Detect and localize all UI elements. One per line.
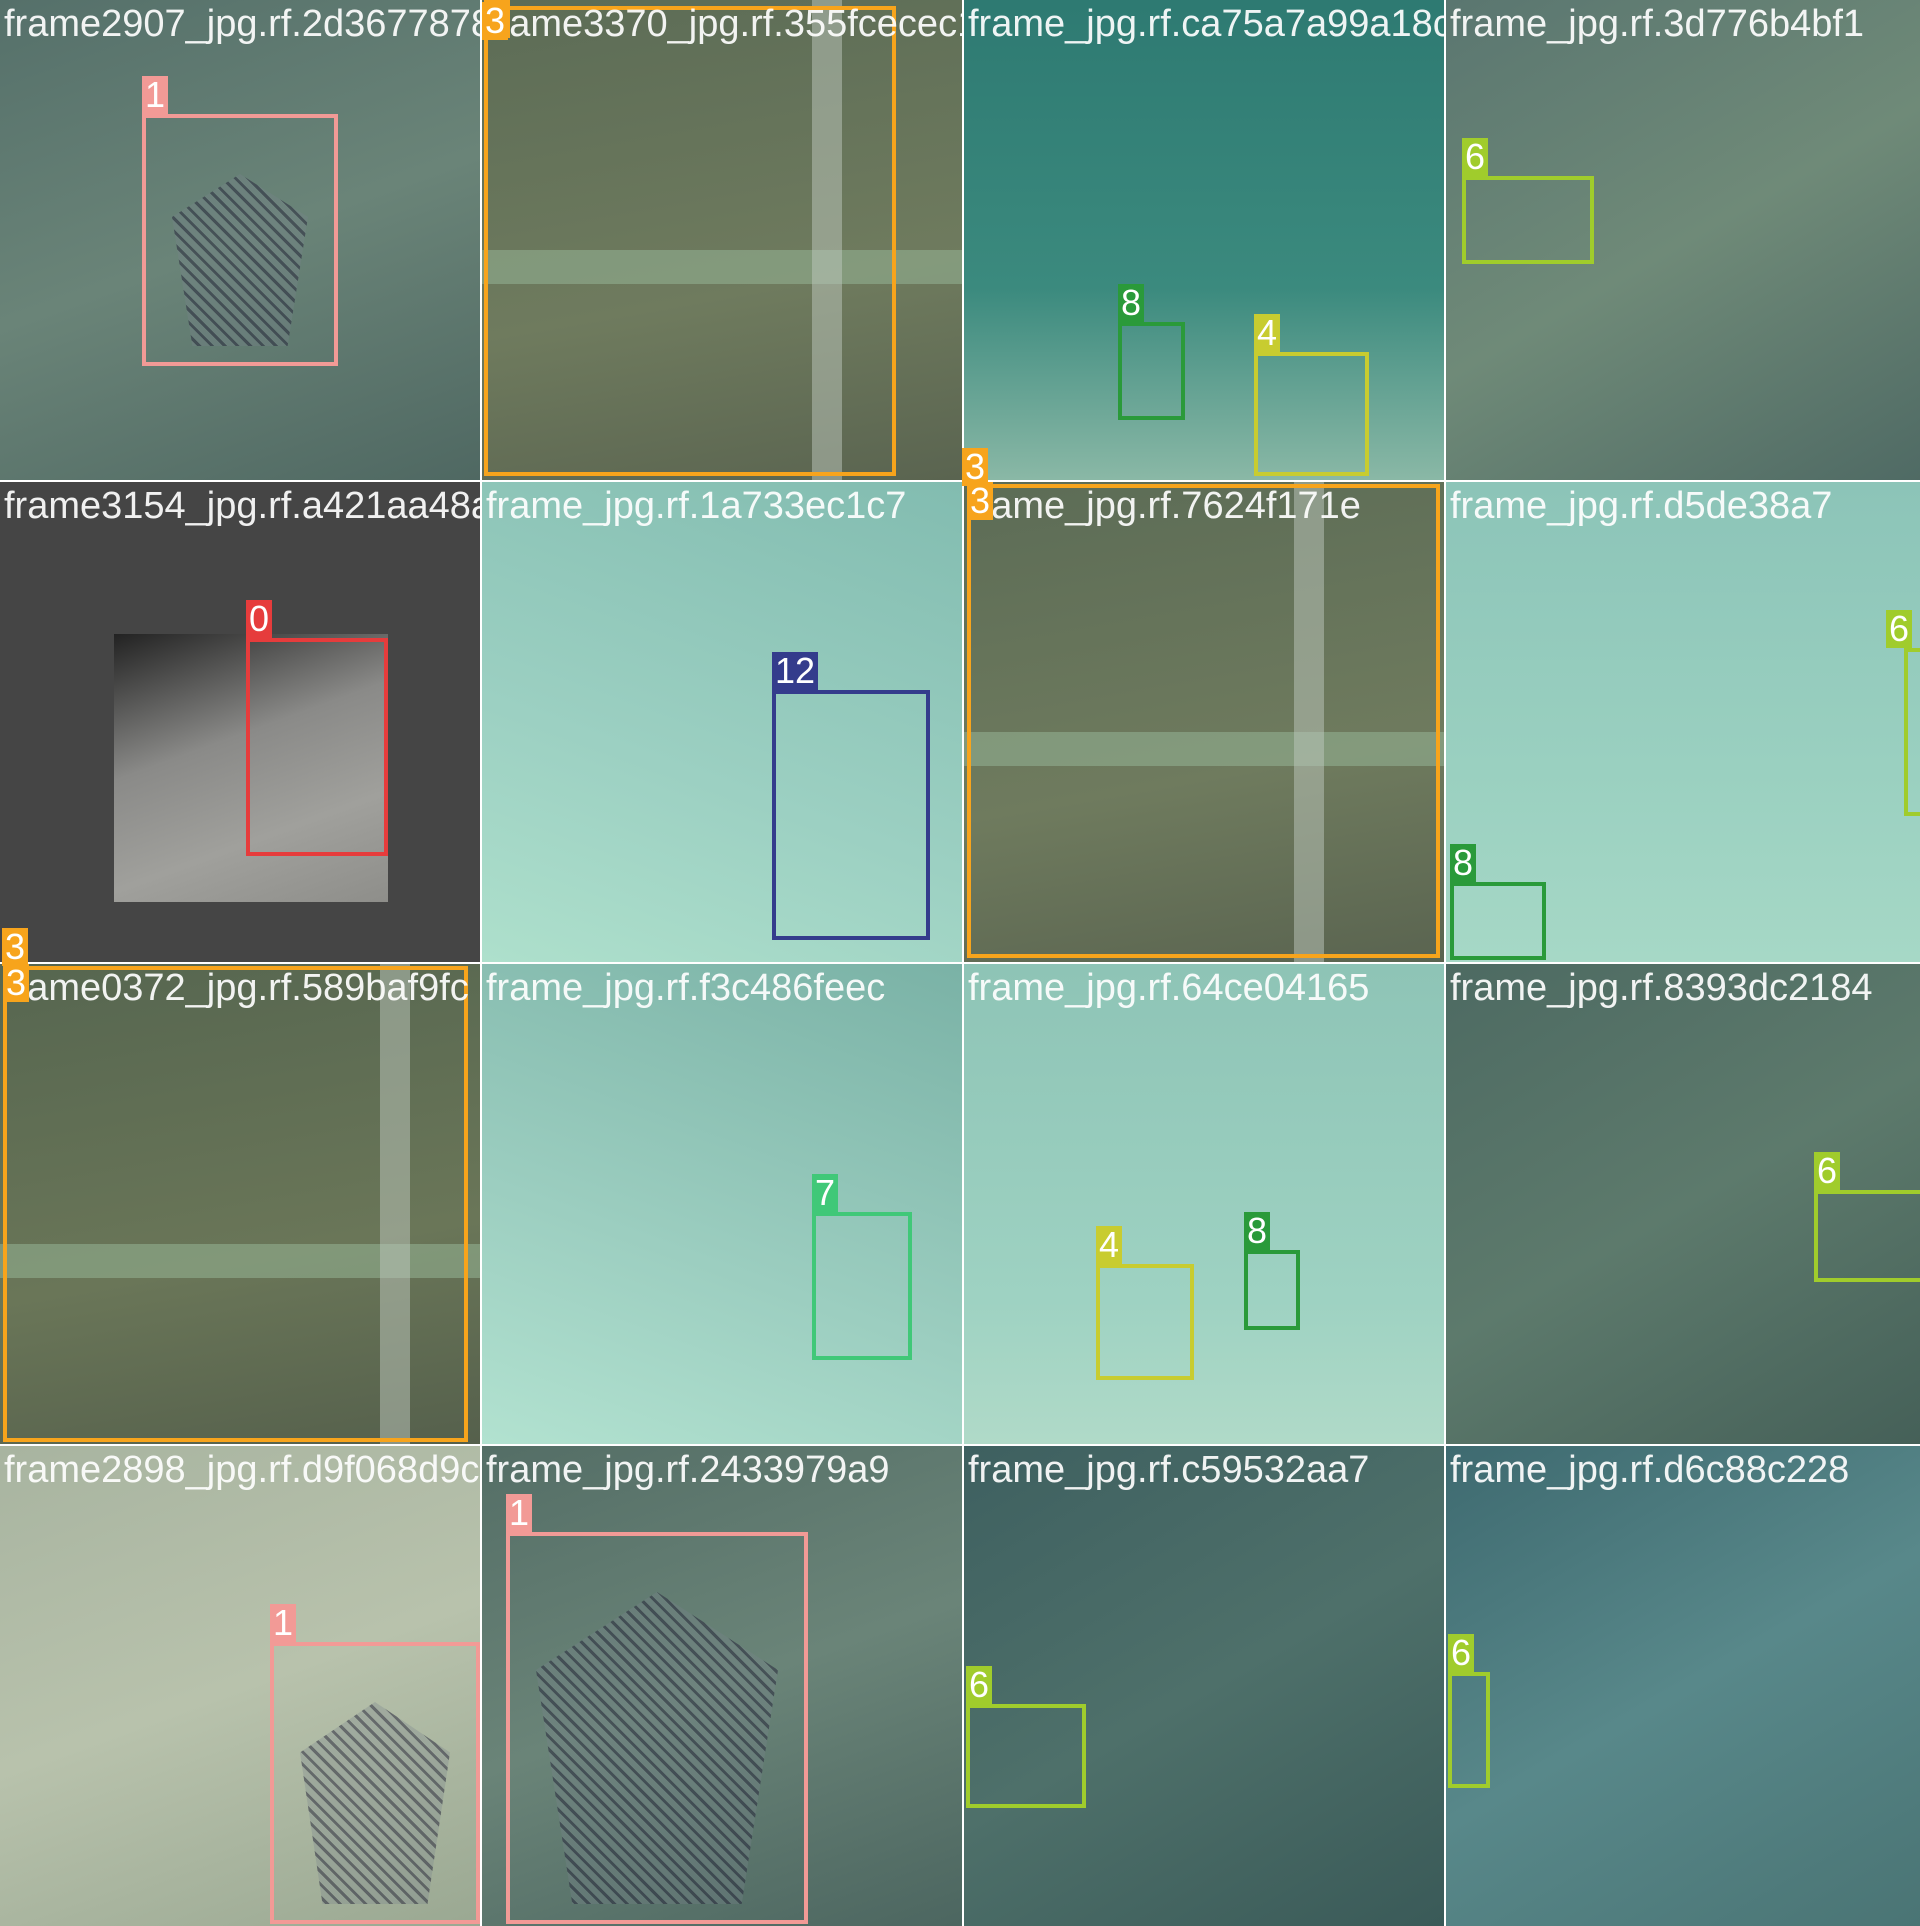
bounding-box xyxy=(142,114,338,366)
class-label: 8 xyxy=(1244,1212,1271,1250)
tile-image xyxy=(964,482,1444,962)
mosaic-tile: frame_jpg.rf.64ce04165 4 8 xyxy=(964,964,1444,1444)
bounding-box xyxy=(246,638,388,856)
class-label: 3 xyxy=(962,448,989,486)
tile-image xyxy=(1446,0,1920,480)
class-label: 12 xyxy=(772,652,819,690)
mosaic-tile: frame2898_jpg.rf.d9f068d9c 1 xyxy=(0,1446,480,1926)
bounding-box xyxy=(270,1642,480,1924)
tile-filename: frame_jpg.rf.8393dc2184 xyxy=(1450,967,1873,1009)
tile-filename: frame_jpg.rf.c59532aa7 xyxy=(968,1449,1370,1491)
tile-filename: frame_jpg.rf.f3c486feec xyxy=(486,967,886,1009)
tile-filename: frame_jpg.rf.64ce04165 xyxy=(968,967,1370,1009)
mosaic-tile: frame2907_jpg.rf.2d3677878 1 xyxy=(0,0,480,480)
tile-filename: frame_jpg.rf.1a733ec1c7 xyxy=(486,485,907,527)
tile-filename: frame_jpg.rf.2433979a9 xyxy=(486,1449,890,1491)
class-label: 6 xyxy=(1462,138,1489,176)
mosaic-tile: frame_jpg.rf.3d776b4bf1 6 xyxy=(1446,0,1920,480)
tile-image xyxy=(1446,964,1920,1444)
bounding-box xyxy=(484,6,896,476)
tile-image xyxy=(482,0,962,480)
tile-filename: frame3154_jpg.rf.a421aa48a xyxy=(4,485,480,527)
mosaic-tile: frame3370_jpg.rf.355fcecec144d61f0012_0e… xyxy=(482,0,962,480)
mosaic-tile: frame_jpg.rf.d5de38a7 6 8 xyxy=(1446,482,1920,962)
bounding-box xyxy=(1254,352,1369,476)
mosaic-tile: frame0372_jpg.rf.589baf9fc 3 xyxy=(0,964,480,1444)
class-label: 3 xyxy=(967,482,994,520)
mosaic-tile: frame_jpg.rf.c59532aa7 6 xyxy=(964,1446,1444,1926)
rotated-photo-inset xyxy=(114,634,388,902)
bounding-box xyxy=(1814,1190,1920,1282)
mosaic-tile: frame_jpg.rf.d6c88c228 6 xyxy=(1446,1446,1920,1926)
tile-filename: frame_jpg.rf.d6c88c228 xyxy=(1450,1449,1850,1491)
class-label: 1 xyxy=(506,1494,533,1532)
tile-image xyxy=(1446,1446,1920,1926)
bounding-box xyxy=(1096,1264,1194,1380)
tile-filename: frame0372_jpg.rf.589baf9fc xyxy=(4,967,469,1009)
tile-filename: frame3370_jpg.rf.355fcecec144d61f0012_0e… xyxy=(486,3,962,45)
bounding-box xyxy=(3,966,468,1442)
ladder-rung xyxy=(482,250,962,284)
class-label: 8 xyxy=(1118,284,1145,322)
ladder-rail xyxy=(380,964,410,1444)
tile-filename: frame_jpg.rf.d5de38a7 xyxy=(1450,485,1833,527)
class-label: 7 xyxy=(812,1174,839,1212)
tile-filename: frame_jpg.rf.3d776b4bf1 xyxy=(1450,3,1865,45)
class-label: 1 xyxy=(270,1604,297,1642)
tile-filename: frame_jpg.rf.7624f171e xyxy=(968,485,1361,527)
tile-filename: frame2907_jpg.rf.2d3677878 xyxy=(4,3,480,45)
tile-image xyxy=(482,482,962,962)
class-label: 3 xyxy=(2,928,29,966)
class-label: 3 xyxy=(482,2,509,40)
bounding-box xyxy=(1244,1250,1300,1330)
class-label: 1 xyxy=(142,76,169,114)
class-label: 6 xyxy=(966,1666,993,1704)
tile-filename: frame_jpg.rf.ca75a7a99a18c52d xyxy=(968,3,1444,45)
bounding-box xyxy=(967,484,1440,958)
tile-image xyxy=(482,964,962,1444)
bounding-box xyxy=(1448,1672,1490,1788)
tile-image xyxy=(964,1446,1444,1926)
mosaic-tile: frame_jpg.rf.2433979a9 1 xyxy=(482,1446,962,1926)
tile-image xyxy=(964,964,1444,1444)
bounding-box xyxy=(1904,648,1920,816)
bounding-box xyxy=(1462,176,1594,264)
tile-image xyxy=(964,0,1444,480)
mosaic-tile: frame_jpg.rf.f3c486feec 7 xyxy=(482,964,962,1444)
mosaic-tile: frame_jpg.rf.ca75a7a99a18c52d 8 4 xyxy=(964,0,1444,480)
class-label: 6 xyxy=(1448,1634,1475,1672)
mosaic-tile: frame_jpg.rf.8393dc2184 6 xyxy=(1446,964,1920,1444)
bounding-box xyxy=(1450,882,1546,960)
mosaic-tile: frame3154_jpg.rf.a421aa48a 0 xyxy=(0,482,480,962)
class-label: 8 xyxy=(1450,844,1477,882)
ladder-rung xyxy=(964,732,1444,766)
bounding-box xyxy=(506,1532,808,1924)
ladder-rail xyxy=(1294,482,1324,962)
class-label: 6 xyxy=(1814,1152,1841,1190)
class-label: 0 xyxy=(246,600,273,638)
ladder-rail xyxy=(812,0,842,480)
bounding-box xyxy=(772,690,930,940)
mosaic-tile: frame_jpg.rf.1a733ec1c7 12 xyxy=(482,482,962,962)
class-label: 4 xyxy=(1254,314,1281,352)
class-label: 3 xyxy=(3,964,30,1002)
mosaic-tile: frame_jpg.rf.7624f171e 3 xyxy=(964,482,1444,962)
bounding-box xyxy=(812,1212,912,1360)
class-label: 4 xyxy=(1096,1226,1123,1264)
class-label: 6 xyxy=(1886,610,1913,648)
bounding-box xyxy=(1118,322,1185,420)
tile-filename: frame2898_jpg.rf.d9f068d9c xyxy=(4,1449,480,1491)
bounding-box xyxy=(966,1704,1086,1808)
net-frame xyxy=(172,174,308,346)
